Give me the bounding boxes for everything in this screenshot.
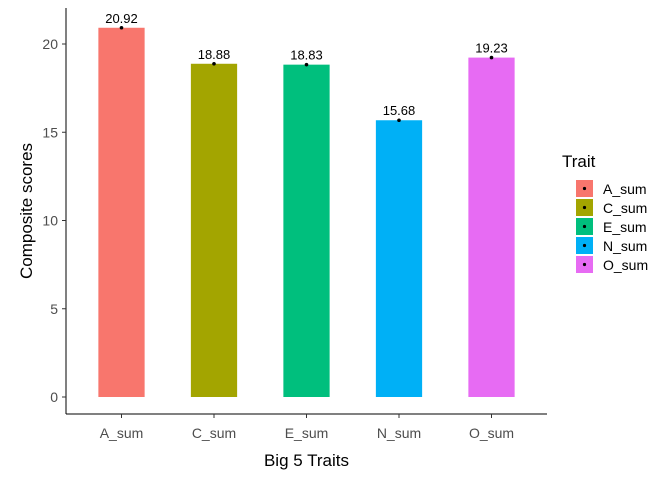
y-tick-label: 0 (50, 389, 58, 405)
data-labels: 20.92 18.88 18.83 15.68 19.23 (105, 11, 508, 118)
bar-O_sum (468, 57, 515, 397)
point-markers (119, 25, 494, 123)
x-axis-title: Big 5 Traits (264, 451, 349, 470)
legend-label-N_sum: N_sum (603, 238, 647, 254)
legend-point-icon (582, 186, 587, 191)
y-axis-title: Composite scores (17, 143, 36, 279)
legend-items: A_sum C_sum E_sum N_sum O_sum (576, 180, 648, 273)
bar-N_sum (375, 120, 423, 398)
data-label-O_sum: 19.23 (475, 41, 508, 56)
x-tick-label: N_sum (377, 425, 421, 441)
bars (98, 27, 515, 398)
point-O_sum (489, 55, 494, 60)
data-label-E_sum: 18.83 (290, 48, 323, 63)
legend-label-C_sum: C_sum (603, 200, 647, 216)
data-label-N_sum: 15.68 (383, 103, 416, 118)
x-tick-label: O_sum (469, 425, 514, 441)
y-tick-label: 10 (42, 213, 58, 229)
legend-point-icon (582, 243, 587, 248)
point-N_sum (397, 118, 401, 123)
point-A_sum (119, 25, 124, 30)
data-label-A_sum: 20.92 (105, 11, 138, 26)
x-tick-label: A_sum (100, 425, 144, 441)
legend-point-icon (582, 205, 587, 210)
bar-C_sum (190, 63, 238, 397)
x-tick-label: E_sum (285, 425, 329, 441)
y-tick-label: 5 (50, 301, 58, 317)
x-tick-label: C_sum (192, 425, 236, 441)
legend-label-E_sum: E_sum (603, 219, 647, 235)
legend: Trait A_sum C_sum E_sum N_sum O_sum (562, 152, 648, 273)
x-axis-ticks: A_sum C_sum E_sum N_sum O_sum (100, 414, 514, 441)
bar-E_sum (283, 64, 330, 397)
legend-point-icon (582, 262, 587, 267)
plot-area: 20.92 18.88 18.83 15.68 19.23 0 5 10 15 20 A_sum… (42, 8, 547, 441)
point-C_sum (212, 61, 216, 66)
legend-label-O_sum: O_sum (603, 257, 648, 273)
point-E_sum (304, 62, 309, 67)
y-tick-label: 15 (42, 124, 58, 140)
y-tick-label: 20 (42, 36, 58, 52)
bar-A_sum (98, 27, 145, 398)
y-axis-ticks: 0 5 10 15 20 (42, 36, 66, 405)
data-label-C_sum: 18.88 (198, 47, 231, 62)
legend-point-icon (582, 224, 587, 229)
legend-title: Trait (562, 152, 596, 171)
legend-label-A_sum: A_sum (603, 181, 647, 197)
